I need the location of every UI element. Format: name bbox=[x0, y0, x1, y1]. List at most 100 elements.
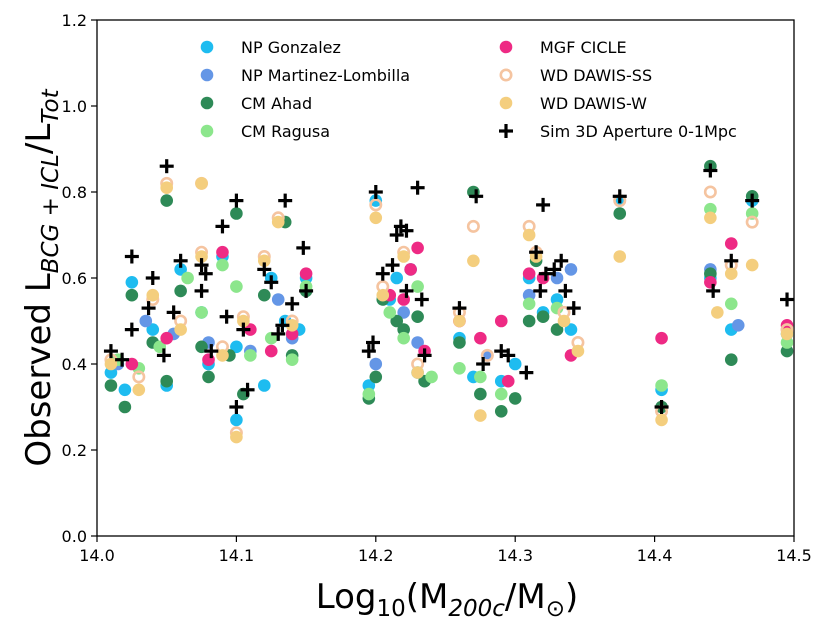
data-point bbox=[361, 344, 376, 359]
data-point bbox=[237, 314, 250, 328]
data-point bbox=[285, 296, 300, 311]
data-point bbox=[146, 288, 160, 302]
data-point bbox=[508, 357, 522, 371]
data-point bbox=[536, 197, 551, 212]
data-point bbox=[230, 413, 243, 427]
data-point bbox=[522, 267, 536, 281]
legend-marker bbox=[499, 40, 513, 54]
data-point bbox=[204, 344, 219, 359]
data-point bbox=[533, 283, 548, 298]
data-point bbox=[104, 379, 118, 392]
data-point bbox=[198, 266, 213, 281]
data-point bbox=[536, 310, 550, 324]
data-point bbox=[132, 370, 146, 384]
data-point bbox=[453, 314, 466, 328]
data-point bbox=[566, 301, 581, 316]
data-point bbox=[166, 305, 181, 320]
legend-item-wd-dawis-ss: WD DAWIS-SS bbox=[499, 66, 652, 85]
data-point bbox=[480, 348, 494, 362]
data-point bbox=[703, 185, 717, 199]
data-point bbox=[369, 211, 383, 225]
legend-marker bbox=[200, 40, 214, 54]
data-point bbox=[417, 348, 432, 363]
data-point bbox=[173, 253, 188, 268]
legend-marker bbox=[200, 96, 214, 110]
data-point bbox=[547, 262, 562, 277]
y-tick-label: 0.6 bbox=[62, 269, 87, 288]
data-point bbox=[202, 370, 215, 384]
data-point bbox=[160, 331, 173, 345]
y-tick-label: 0.2 bbox=[62, 441, 87, 460]
data-point bbox=[369, 198, 383, 212]
data-point bbox=[230, 207, 243, 220]
data-point bbox=[264, 344, 278, 358]
data-point bbox=[368, 185, 383, 199]
x-tick-label: 14.3 bbox=[497, 546, 533, 565]
data-point bbox=[522, 228, 536, 242]
data-point bbox=[453, 362, 466, 375]
data-point bbox=[399, 283, 414, 298]
plot-frame bbox=[96, 19, 795, 537]
data-point bbox=[655, 379, 668, 392]
data-point bbox=[558, 283, 573, 298]
data-point bbox=[538, 266, 553, 281]
data-point bbox=[612, 189, 627, 204]
legend: NP Gonzalez NP Martinez-Lombilla CM Ahad CM… bbox=[200, 38, 737, 141]
data-point bbox=[145, 271, 160, 285]
data-point bbox=[141, 301, 156, 316]
data-point bbox=[156, 348, 171, 363]
legend-marker bbox=[499, 124, 513, 138]
data-point bbox=[215, 219, 230, 234]
data-point bbox=[257, 288, 271, 302]
data-point bbox=[390, 314, 404, 328]
data-point bbox=[160, 181, 173, 194]
y-tick-label: 0.4 bbox=[62, 355, 87, 374]
data-point bbox=[529, 245, 544, 260]
legend-item-cm-ahad: CM Ahad bbox=[200, 94, 312, 113]
data-point bbox=[362, 387, 376, 401]
data-point bbox=[264, 275, 279, 290]
data-point bbox=[399, 223, 414, 238]
legend-marker bbox=[499, 68, 513, 82]
data-point bbox=[132, 383, 146, 397]
data-point bbox=[494, 405, 508, 418]
x-tick-label: 14.5 bbox=[776, 546, 812, 565]
data-point bbox=[731, 319, 745, 332]
data-point bbox=[474, 370, 487, 384]
data-point bbox=[474, 387, 487, 401]
legend-item-wd-dawis-w: WD DAWIS-W bbox=[499, 94, 647, 113]
data-point bbox=[494, 387, 508, 401]
data-point bbox=[404, 263, 417, 276]
data-point bbox=[411, 241, 424, 255]
x-tick-label: 14.0 bbox=[79, 546, 115, 565]
data-point bbox=[275, 318, 290, 333]
legend-marker bbox=[200, 68, 214, 82]
data-point bbox=[244, 349, 257, 362]
data-point bbox=[257, 379, 271, 392]
y-tick-label: 0.8 bbox=[62, 183, 87, 202]
data-point bbox=[706, 283, 721, 298]
data-point bbox=[236, 322, 251, 337]
data-point bbox=[554, 253, 569, 268]
data-point bbox=[296, 240, 311, 255]
data-point bbox=[194, 258, 209, 273]
data-point bbox=[146, 323, 160, 336]
data-point bbox=[124, 249, 139, 264]
series-wd-dawis-ss bbox=[104, 176, 794, 440]
y-tick-label: 1.0 bbox=[62, 97, 87, 116]
data-point bbox=[704, 276, 717, 289]
x-axis-title: Log10(M200c/M⊙) bbox=[316, 577, 579, 622]
legend-label: Sim 3D Aperture 0-1Mpc bbox=[540, 122, 737, 141]
data-point bbox=[466, 219, 480, 233]
data-point bbox=[397, 293, 410, 306]
data-point bbox=[139, 314, 153, 328]
data-point bbox=[174, 323, 187, 336]
data-point bbox=[376, 288, 390, 302]
data-point bbox=[425, 370, 438, 384]
data-point bbox=[366, 335, 381, 350]
data-point bbox=[711, 306, 724, 319]
data-point bbox=[474, 331, 487, 345]
data-point bbox=[271, 326, 286, 341]
legend-label: NP Martinez-Lombilla bbox=[241, 66, 410, 85]
